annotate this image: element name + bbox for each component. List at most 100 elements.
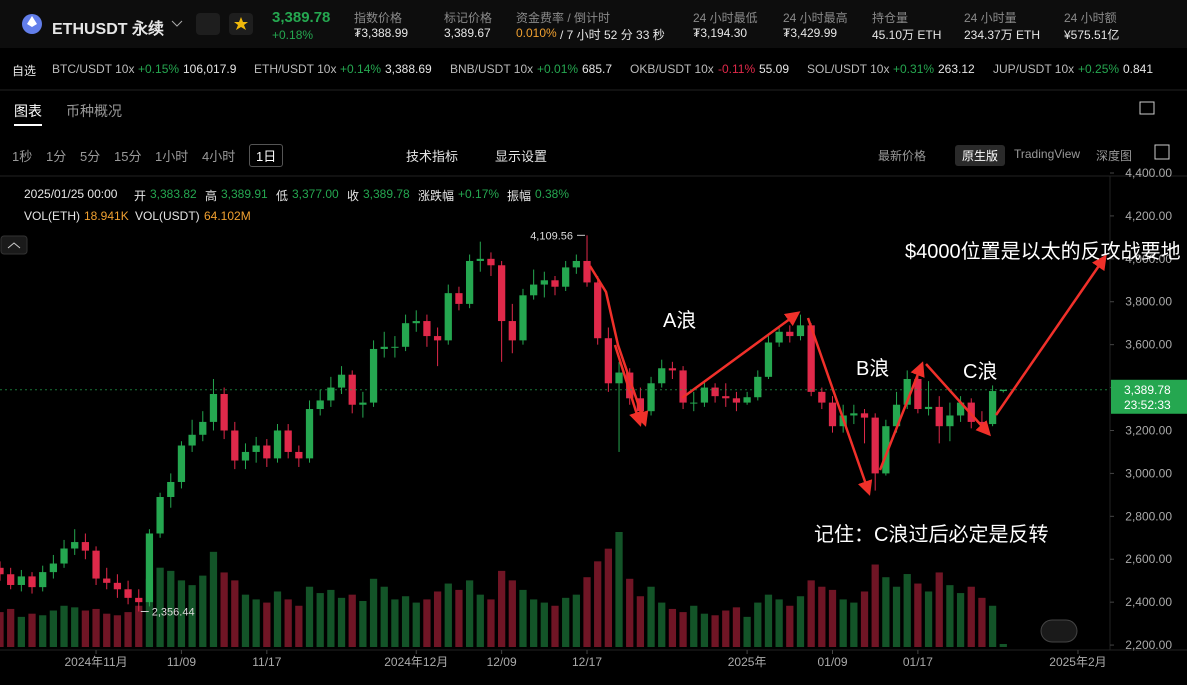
legend-value: +0.17% <box>458 187 500 201</box>
candle-body <box>113 582 122 590</box>
volume-bar <box>935 572 943 647</box>
candle-body <box>327 387 335 401</box>
x-tick-label: 12/09 <box>487 655 517 669</box>
interval[interactable]: 15分 <box>114 149 142 164</box>
chevron[interactable] <box>171 20 183 27</box>
view-tab[interactable]: 深度图 <box>1096 149 1133 163</box>
volume-bar <box>722 610 730 647</box>
fullscreen-icon[interactable] <box>1154 144 1170 160</box>
interval[interactable]: 1秒 <box>12 149 33 164</box>
candle-body <box>263 445 271 459</box>
tool[interactable]: 技术指标 <box>406 149 459 164</box>
ticker-pair[interactable]: ETH/USDT 10x <box>254 62 337 76</box>
legend-value: 3,389.78 <box>363 187 410 201</box>
y-tick-label: 4,000.00 <box>1125 252 1172 266</box>
view-tab[interactable]: TradingView <box>1014 147 1081 161</box>
candle-body <box>60 548 68 564</box>
ticker-change: +0.15% <box>138 62 180 76</box>
tool[interactable]: 显示设置 <box>495 149 548 164</box>
x-tick-label: 2024年12月 <box>384 655 448 669</box>
tab[interactable]: 币种概况 <box>66 103 122 119</box>
volume-bar <box>914 583 922 647</box>
candle-body <box>380 346 388 349</box>
stat-label: 24 小时最低 <box>693 11 758 25</box>
candle-body <box>786 331 794 337</box>
volume-bar <box>828 589 837 647</box>
stat-value: ₮3,388.99 <box>354 26 409 40</box>
chevron <box>7 242 21 249</box>
candle-body <box>946 415 954 427</box>
volume-bar <box>412 602 420 647</box>
interval[interactable]: 5分 <box>80 149 101 164</box>
candle-body <box>103 578 111 583</box>
interval[interactable]: 1日 <box>249 144 284 167</box>
candle-body <box>658 368 666 384</box>
volume-bar <box>455 589 463 647</box>
candle-body <box>690 402 698 404</box>
candle-body <box>465 260 474 304</box>
candle-body <box>775 331 783 343</box>
legend-label: 振幅 <box>507 189 532 203</box>
volume-bar <box>786 605 794 647</box>
y-tick-label: 4,200.00 <box>1125 209 1172 223</box>
candle-body <box>423 321 431 337</box>
collapse-button[interactable] <box>0 235 28 255</box>
annotation: A浪 <box>663 310 697 332</box>
ticker-pair[interactable]: BNB/USDT 10x <box>450 62 534 76</box>
candle-body <box>156 497 164 534</box>
ticker-pair[interactable]: OKB/USDT 10x <box>630 62 714 76</box>
candle-body <box>711 387 719 397</box>
last-price-label: 3,389.78 <box>1124 383 1171 397</box>
volume-bar <box>668 608 677 647</box>
candle-body <box>188 434 196 446</box>
candle-body <box>924 406 933 410</box>
stat-value: ₮3,194.30 <box>693 26 748 40</box>
volume-bar <box>476 594 484 647</box>
y-tick-label: 3,800.00 <box>1125 295 1172 309</box>
candle-body <box>284 430 292 452</box>
ticker-pair[interactable]: JUP/USDT 10x <box>993 62 1075 76</box>
symbol[interactable]: ETHUSDT 永续 <box>52 21 165 38</box>
candle-body <box>988 391 997 425</box>
view-tab[interactable]: 原生版 <box>955 145 1006 166</box>
stat-label: 标记价格 <box>444 11 493 25</box>
tab[interactable]: 图表 <box>14 103 42 119</box>
candle-body <box>145 533 154 603</box>
price-change: +0.18% <box>272 28 314 42</box>
button[interactable] <box>196 13 220 35</box>
volume-bar <box>924 591 933 647</box>
volume-bar <box>60 605 68 647</box>
last-price: 3,389.78 <box>272 9 331 26</box>
volume-bar <box>71 607 79 647</box>
interval[interactable]: 1分 <box>46 149 67 164</box>
x-tick-label: 12/17 <box>572 655 602 669</box>
arrow <box>806 317 873 496</box>
candle-body <box>92 550 100 579</box>
stat-value: 234.37万 ETH <box>964 28 1041 42</box>
volume-bar <box>839 599 847 647</box>
volume-bar <box>946 585 954 647</box>
candle-body <box>273 430 282 459</box>
interval[interactable]: 1小时 <box>155 149 189 164</box>
legend-value: 64.102M <box>204 209 251 223</box>
volume-bar <box>903 574 911 647</box>
volume-bar <box>316 593 324 647</box>
candle-body <box>935 406 943 427</box>
price-mode[interactable]: 最新价格 <box>878 149 927 163</box>
ticker-pair[interactable]: BTC/USDT 10x <box>52 62 135 76</box>
candle-body <box>337 374 346 388</box>
ticker-pair[interactable]: SOL/USDT 10x <box>807 62 890 76</box>
window-icon[interactable] <box>1139 101 1155 115</box>
low-label: 2,356.44 <box>152 606 195 618</box>
star-icon[interactable] <box>234 17 248 30</box>
volume-bar <box>81 610 90 647</box>
globe-button[interactable] <box>1040 619 1078 643</box>
volume-bar <box>711 615 719 647</box>
interval[interactable]: 4小时 <box>202 149 236 164</box>
volume-bar <box>636 596 645 647</box>
volume-bar <box>7 608 15 647</box>
volume-bar <box>145 578 154 647</box>
